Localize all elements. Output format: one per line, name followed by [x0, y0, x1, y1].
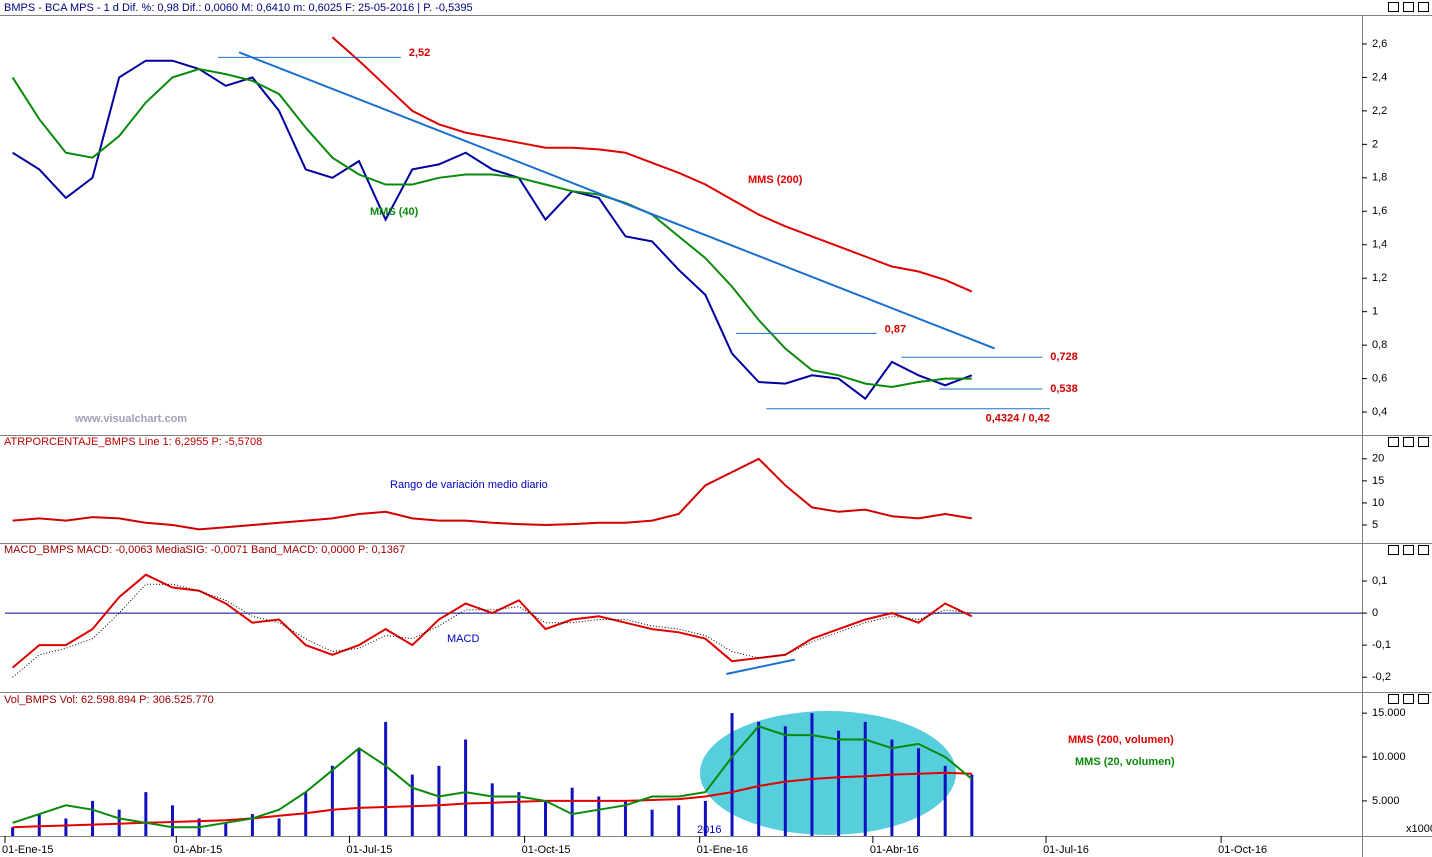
- y-tick-label: 10.000: [1372, 751, 1406, 763]
- volume-bar: [623, 800, 627, 836]
- volume-bar: [437, 765, 441, 836]
- y-tick-label: 0,4: [1372, 406, 1387, 418]
- y-tick-label: 1,6: [1372, 205, 1387, 217]
- level-label: 0,4324 / 0,42: [986, 413, 1050, 425]
- annotation: MACD: [447, 633, 479, 645]
- volume-bar: [490, 783, 494, 836]
- y-tick-label: 10: [1372, 497, 1384, 509]
- volume-bar: [357, 748, 361, 836]
- y-tick-label: 2,4: [1372, 71, 1387, 83]
- volume-bar: [517, 792, 521, 836]
- panel-title: BMPS - BCA MPS - 1 d Dif. %: 0,98 Dif.: …: [4, 2, 473, 14]
- series-line: [331, 36, 973, 293]
- annotation: Rango de variación medio diario: [390, 479, 548, 491]
- level-label: 2,52: [409, 47, 430, 59]
- volume-bar: [837, 730, 841, 836]
- y-tick-label: 0,8: [1372, 339, 1387, 351]
- x-tick-label: 01-Ene-16: [697, 844, 748, 856]
- series-line: [11, 573, 973, 669]
- y-tick-label: 0: [1372, 607, 1378, 619]
- unit-label: x10000: [1406, 823, 1432, 835]
- y-tick-label: 15: [1372, 475, 1384, 487]
- y-tick-label: 5.000: [1372, 795, 1400, 807]
- series-label: MMS (40): [370, 206, 419, 218]
- volume-bar: [144, 792, 148, 836]
- volume-bar: [703, 800, 707, 836]
- x-tick-label: 01-Abr-15: [173, 844, 222, 856]
- level-label: 0,538: [1050, 383, 1078, 395]
- volume-bar: [730, 713, 734, 836]
- series-line: [11, 67, 972, 389]
- trend-line: [238, 51, 996, 350]
- volume-bar: [384, 721, 388, 836]
- volume-bar: [544, 800, 548, 836]
- volume-bar: [757, 721, 761, 836]
- x-tick-label: 01-Oct-16: [1218, 844, 1267, 856]
- volume-bar: [277, 818, 281, 836]
- volume-bar: [917, 748, 921, 836]
- y-tick-label: 20: [1372, 453, 1384, 465]
- series-label: MMS (20, volumen): [1075, 756, 1175, 768]
- volume-bar: [64, 818, 68, 836]
- panel-title: ATRPORCENTAJE_BMPS Line 1: 6,2955 P: -5,…: [4, 436, 262, 448]
- volume-bar: [810, 713, 814, 836]
- x-tick-label: 01-Jul-15: [346, 844, 392, 856]
- y-tick-label: 0,1: [1372, 575, 1387, 587]
- series-line: [12, 59, 973, 401]
- volume-bar: [37, 814, 41, 836]
- y-tick-label: 1: [1372, 306, 1378, 318]
- y-tick-label: -0,2: [1372, 671, 1391, 683]
- series-line: [12, 771, 972, 829]
- volume-bar: [597, 796, 601, 836]
- volume-bar: [570, 787, 574, 836]
- volume-bar: [970, 774, 974, 836]
- y-tick-label: 0,6: [1372, 373, 1387, 385]
- series-label: MMS (200, volumen): [1068, 734, 1174, 746]
- series-label: MMS (200): [748, 174, 803, 186]
- volume-bar: [464, 739, 468, 836]
- volume-bar: [890, 739, 894, 836]
- panel-title: Vol_BMPS Vol: 62.598.894 P: 306.525.770: [4, 694, 214, 706]
- volume-bar: [677, 805, 681, 836]
- panel-borders: [0, 15, 1432, 857]
- volume-bar: [11, 827, 15, 836]
- volume-bar: [224, 822, 228, 836]
- series-line: [12, 457, 972, 531]
- volume-bar: [170, 805, 174, 836]
- y-tick-label: 2,6: [1372, 38, 1387, 50]
- series-line: [12, 583, 972, 678]
- x-tick-label: 01-Abr-16: [870, 844, 919, 856]
- volume-bar: [91, 800, 95, 836]
- level-label: 0,87: [885, 323, 906, 335]
- level-label: 0,728: [1050, 351, 1078, 363]
- y-tick-label: 15.000: [1372, 707, 1406, 719]
- x-tick-label: 01-Ene-15: [2, 844, 53, 856]
- volume-bar: [943, 765, 947, 836]
- trend-line: [726, 658, 796, 675]
- volume-bar: [863, 721, 867, 836]
- watermark: www.visualchart.com: [74, 413, 187, 425]
- panel-title: MACD_BMPS MACD: -0,0063 MediaSIG: -0,007…: [4, 544, 405, 556]
- x-tick-label: 01-Jul-16: [1043, 844, 1089, 856]
- y-tick-label: 1,8: [1372, 172, 1387, 184]
- x-tick-label: 01-Oct-15: [522, 844, 571, 856]
- y-tick-label: 5: [1372, 519, 1378, 531]
- y-tick-label: 1,4: [1372, 239, 1387, 251]
- volume-bar: [650, 809, 654, 836]
- y-tick-label: 2: [1372, 138, 1378, 150]
- y-tick-label: 2,2: [1372, 105, 1387, 117]
- volume-bar: [250, 814, 254, 836]
- y-tick-label: -0,1: [1372, 639, 1391, 651]
- y-tick-label: 1,2: [1372, 272, 1387, 284]
- window-buttons[interactable]: [1388, 2, 1429, 704]
- volume-bar: [330, 765, 334, 836]
- series-line: [12, 725, 973, 829]
- annotation: 2016: [697, 824, 721, 836]
